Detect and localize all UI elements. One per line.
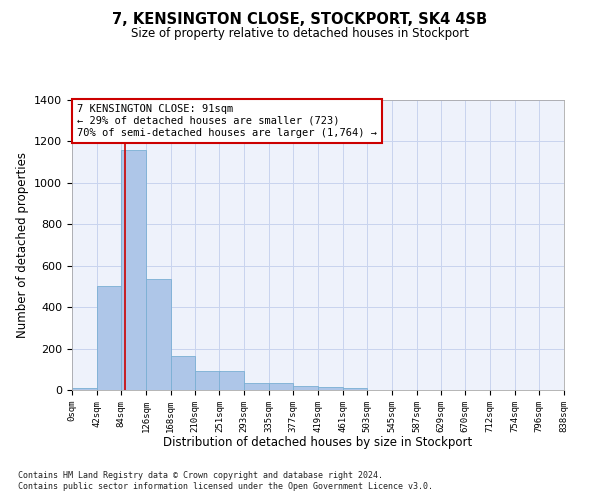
Bar bbox=[293, 386, 318, 390]
Bar bbox=[146, 279, 170, 390]
Y-axis label: Number of detached properties: Number of detached properties bbox=[16, 152, 29, 338]
Bar bbox=[121, 150, 146, 390]
Bar bbox=[195, 372, 220, 390]
Bar bbox=[343, 388, 367, 390]
Text: Distribution of detached houses by size in Stockport: Distribution of detached houses by size … bbox=[163, 436, 473, 449]
Bar bbox=[170, 356, 195, 390]
Text: Contains HM Land Registry data © Crown copyright and database right 2024.: Contains HM Land Registry data © Crown c… bbox=[18, 470, 383, 480]
Text: Contains public sector information licensed under the Open Government Licence v3: Contains public sector information licen… bbox=[18, 482, 433, 491]
Bar bbox=[220, 372, 244, 390]
Text: 7, KENSINGTON CLOSE, STOCKPORT, SK4 4SB: 7, KENSINGTON CLOSE, STOCKPORT, SK4 4SB bbox=[112, 12, 488, 28]
Bar bbox=[318, 387, 343, 390]
Text: 7 KENSINGTON CLOSE: 91sqm
← 29% of detached houses are smaller (723)
70% of semi: 7 KENSINGTON CLOSE: 91sqm ← 29% of detac… bbox=[77, 104, 377, 138]
Bar bbox=[269, 383, 293, 390]
Bar bbox=[97, 286, 121, 390]
Bar bbox=[72, 388, 97, 390]
Text: Size of property relative to detached houses in Stockport: Size of property relative to detached ho… bbox=[131, 28, 469, 40]
Bar bbox=[244, 383, 269, 390]
